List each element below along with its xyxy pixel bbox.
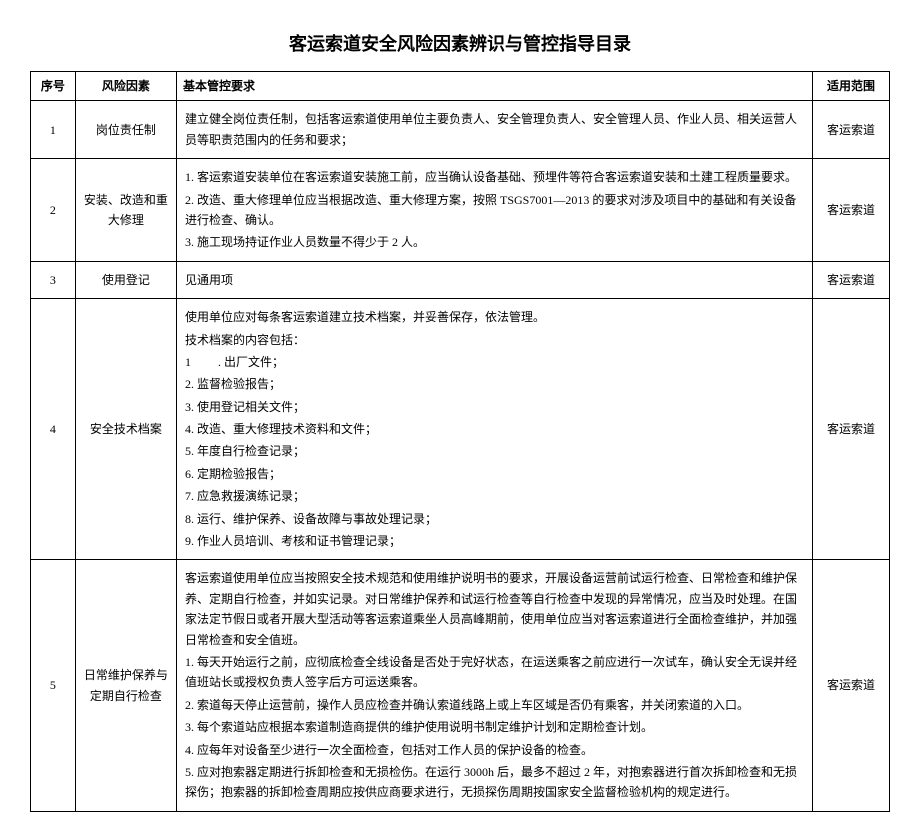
req-line: 建立健全岗位责任制，包括客运索道使用单位主要负责人、安全管理负责人、安全管理人员… (185, 109, 804, 150)
req-line: 6. 定期检验报告； (185, 464, 804, 484)
cell-risk: 日常维护保养与定期自行检查 (75, 560, 176, 811)
req-line: 5. 年度自行检查记录； (185, 441, 804, 461)
req-line: 4. 改造、重大修理技术资料和文件； (185, 419, 804, 439)
req-line: 2. 监督检验报告； (185, 374, 804, 394)
col-header-req: 基本管控要求 (177, 72, 813, 101)
cell-risk: 使用登记 (75, 261, 176, 298)
req-line: 3. 使用登记相关文件； (185, 397, 804, 417)
table-row: 4安全技术档案使用单位应对每条客运索道建立技术档案，并妥善保存，依法管理。技术档… (31, 299, 890, 560)
cell-seq: 4 (31, 299, 76, 560)
cell-scope: 客运索道 (812, 261, 889, 298)
cell-scope: 客运索道 (812, 159, 889, 262)
req-line: 客运索道使用单位应当按照安全技术规范和使用维护说明书的要求，开展设备运营前试运行… (185, 568, 804, 650)
cell-seq: 2 (31, 159, 76, 262)
req-line: 8. 运行、维护保养、设备故障与事故处理记录； (185, 509, 804, 529)
cell-req: 使用单位应对每条客运索道建立技术档案，并妥善保存，依法管理。技术档案的内容包括：… (177, 299, 813, 560)
cell-req: 建立健全岗位责任制，包括客运索道使用单位主要负责人、安全管理负责人、安全管理人员… (177, 101, 813, 159)
cell-risk: 安装、改造和重大修理 (75, 159, 176, 262)
cell-req: 见通用项 (177, 261, 813, 298)
req-line: 2. 改造、重大修理单位应当根据改造、重大修理方案，按照 TSGS7001—20… (185, 190, 804, 231)
req-line: 技术档案的内容包括： (185, 330, 804, 350)
cell-risk: 岗位责任制 (75, 101, 176, 159)
table-row: 5日常维护保养与定期自行检查客运索道使用单位应当按照安全技术规范和使用维护说明书… (31, 560, 890, 811)
table-header-row: 序号 风险因素 基本管控要求 适用范围 (31, 72, 890, 101)
table-row: 1岗位责任制建立健全岗位责任制，包括客运索道使用单位主要负责人、安全管理负责人、… (31, 101, 890, 159)
req-line: 5. 应对抱索器定期进行拆卸检查和无损检伤。在运行 3000h 后，最多不超过 … (185, 762, 804, 803)
cell-seq: 5 (31, 560, 76, 811)
cell-scope: 客运索道 (812, 101, 889, 159)
req-line: 4. 应每年对设备至少进行一次全面检查，包括对工作人员的保护设备的检查。 (185, 740, 804, 760)
req-line: 见通用项 (185, 270, 804, 290)
risk-table: 序号 风险因素 基本管控要求 适用范围 1岗位责任制建立健全岗位责任制，包括客运… (30, 71, 890, 812)
table-row: 2安装、改造和重大修理 1. 客运索道安装单位在客运索道安装施工前，应当确认设备基… (31, 159, 890, 262)
req-line: 3. 每个索道站应根据本索道制造商提供的维护使用说明书制定维护计划和定期检查计划… (185, 717, 804, 737)
col-header-risk: 风险因素 (75, 72, 176, 101)
req-line: 2. 索道每天停止运营前，操作人员应检查并确认索道线路上或上车区域是否仍有乘客，… (185, 695, 804, 715)
req-line: 7. 应急救援演练记录； (185, 486, 804, 506)
cell-seq: 3 (31, 261, 76, 298)
col-header-scope: 适用范围 (812, 72, 889, 101)
req-line: 3. 施工现场持证作业人员数量不得少于 2 人。 (185, 232, 804, 252)
req-line: 9. 作业人员培训、考核和证书管理记录； (185, 531, 804, 551)
page-title: 客运索道安全风险因素辨识与管控指导目录 (30, 30, 890, 56)
cell-req: 客运索道使用单位应当按照安全技术规范和使用维护说明书的要求，开展设备运营前试运行… (177, 560, 813, 811)
cell-risk: 安全技术档案 (75, 299, 176, 560)
col-header-seq: 序号 (31, 72, 76, 101)
req-line: 1 . 出厂文件； (185, 352, 804, 372)
req-line: 1. 每天开始运行之前，应彻底检查全线设备是否处于完好状态，在运送乘客之前应进行… (185, 652, 804, 693)
cell-req: 1. 客运索道安装单位在客运索道安装施工前，应当确认设备基础、预埋件等符合客运索… (177, 159, 813, 262)
cell-scope: 客运索道 (812, 560, 889, 811)
req-line: 1. 客运索道安装单位在客运索道安装施工前，应当确认设备基础、预埋件等符合客运索… (185, 167, 804, 187)
table-row: 3使用登记见通用项客运索道 (31, 261, 890, 298)
req-line: 使用单位应对每条客运索道建立技术档案，并妥善保存，依法管理。 (185, 307, 804, 327)
cell-scope: 客运索道 (812, 299, 889, 560)
cell-seq: 1 (31, 101, 76, 159)
